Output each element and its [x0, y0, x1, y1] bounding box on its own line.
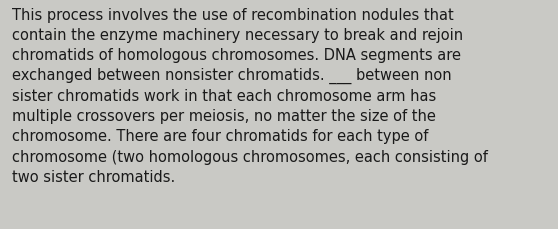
Text: This process involves the use of recombination nodules that
contain the enzyme m: This process involves the use of recombi…: [12, 8, 488, 184]
